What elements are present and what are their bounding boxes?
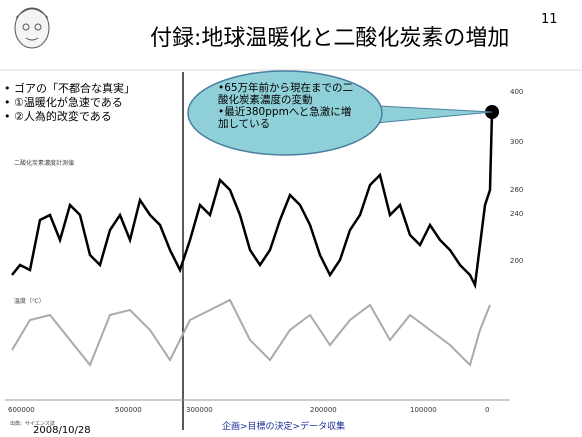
right-tick-label: 400 bbox=[510, 88, 524, 96]
x-tick-label: 600000 bbox=[8, 406, 35, 414]
date: 2008/10/28 bbox=[33, 425, 91, 436]
x-tick-label: 0 bbox=[485, 406, 490, 414]
bullet-list: • ゴアの「不都合な真実」 • ①温暖化が急速である • ②人為的改変である bbox=[4, 82, 135, 124]
source: 出典：サイエンス誌 bbox=[10, 421, 55, 427]
x-tick-label: 500000 bbox=[115, 406, 142, 414]
page-number: 11 bbox=[541, 12, 558, 27]
x-tick-label: 100000 bbox=[410, 406, 437, 414]
bullet: • ②人為的改変である bbox=[4, 110, 112, 123]
callout-text: •65万年前から現在までの二酸化炭素濃度の変動 •最近380ppmへと急激に増加… bbox=[218, 82, 358, 130]
callout-line: •65万年前から現在までの二酸化炭素濃度の変動 bbox=[218, 82, 354, 106]
right-tick-label: 240 bbox=[510, 210, 524, 218]
title: 付録:地球温暖化と二酸化炭素の増加 bbox=[150, 26, 510, 51]
breadcrumb: 企画>目標の決定>データ収集 bbox=[222, 422, 346, 432]
logo bbox=[14, 7, 50, 49]
x-tick-label: 300000 bbox=[186, 406, 213, 414]
bullet: • ゴアの「不都合な真実」 bbox=[4, 82, 135, 95]
co2-line bbox=[11, 111, 494, 290]
callout-line: •最近380ppmへと急激に増加している bbox=[218, 106, 352, 130]
right-tick-label: 260 bbox=[510, 186, 524, 194]
temp-label: 温度（℃） bbox=[14, 298, 45, 305]
x-tick-label: 200000 bbox=[310, 406, 337, 414]
temperature-line bbox=[11, 298, 491, 367]
callout-bubble bbox=[187, 70, 383, 156]
co2-label: 二酸化炭素濃度計測値 bbox=[14, 160, 75, 167]
right-tick-label: 300 bbox=[510, 138, 524, 146]
right-tick-label: 200 bbox=[510, 257, 524, 265]
bullet: • ①温暖化が急速である bbox=[4, 96, 123, 109]
